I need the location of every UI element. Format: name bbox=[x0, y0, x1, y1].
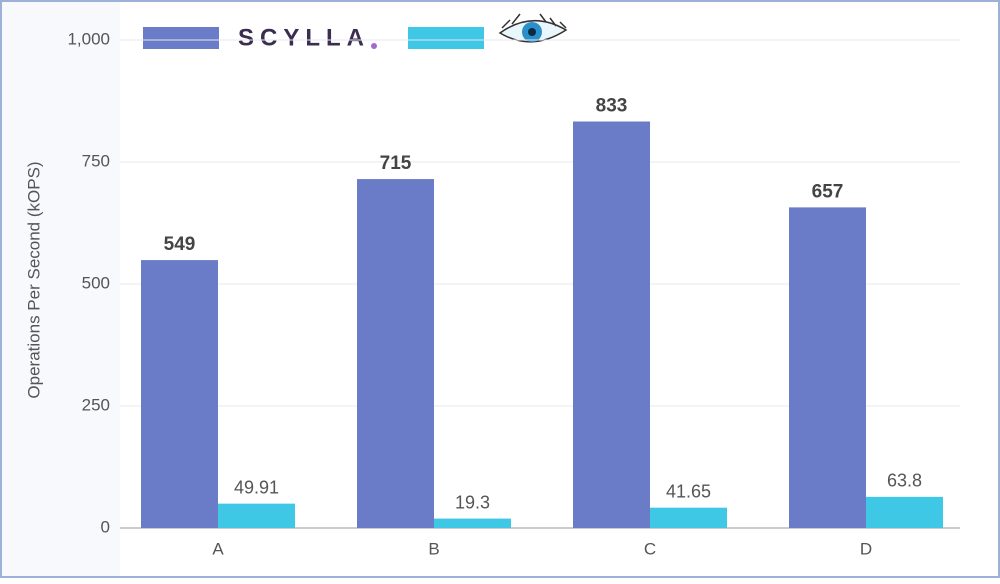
y-axis-title: Operations Per Second (kOPS) bbox=[24, 161, 43, 398]
data-label: 549 bbox=[164, 234, 196, 255]
x-tick-label: C bbox=[644, 539, 656, 558]
bar bbox=[650, 507, 727, 528]
legend-logo-dot bbox=[371, 43, 377, 49]
legend-swatch bbox=[408, 27, 484, 49]
bar bbox=[866, 496, 943, 528]
legend: SCYLLA bbox=[143, 13, 568, 51]
data-label: 833 bbox=[596, 96, 628, 117]
y-tick-label: 750 bbox=[82, 151, 110, 170]
data-label: 19.3 bbox=[455, 492, 490, 512]
y-tick-label: 250 bbox=[82, 395, 110, 414]
bar bbox=[141, 260, 218, 528]
x-tick-label: D bbox=[860, 539, 872, 558]
x-tick-label: B bbox=[428, 539, 439, 558]
data-label: 41.65 bbox=[666, 481, 711, 501]
legend-swatch bbox=[143, 27, 219, 49]
y-tick-label: 500 bbox=[82, 273, 110, 292]
data-label: 49.91 bbox=[234, 477, 279, 497]
cassandra-eye-icon bbox=[498, 13, 568, 43]
bar bbox=[357, 179, 434, 528]
data-label: 715 bbox=[380, 153, 412, 174]
x-tick-label: A bbox=[212, 539, 224, 558]
data-label: 63.8 bbox=[887, 471, 922, 491]
y-tick-label: 1,000 bbox=[67, 29, 110, 48]
bar bbox=[218, 503, 295, 528]
y-tick-label: 0 bbox=[101, 517, 110, 536]
axis-panel bbox=[2, 2, 120, 576]
bar bbox=[434, 518, 511, 528]
bar bbox=[789, 207, 866, 528]
data-label: 657 bbox=[812, 181, 844, 202]
legend-label: SCYLLA bbox=[238, 24, 370, 51]
bar bbox=[573, 121, 650, 528]
